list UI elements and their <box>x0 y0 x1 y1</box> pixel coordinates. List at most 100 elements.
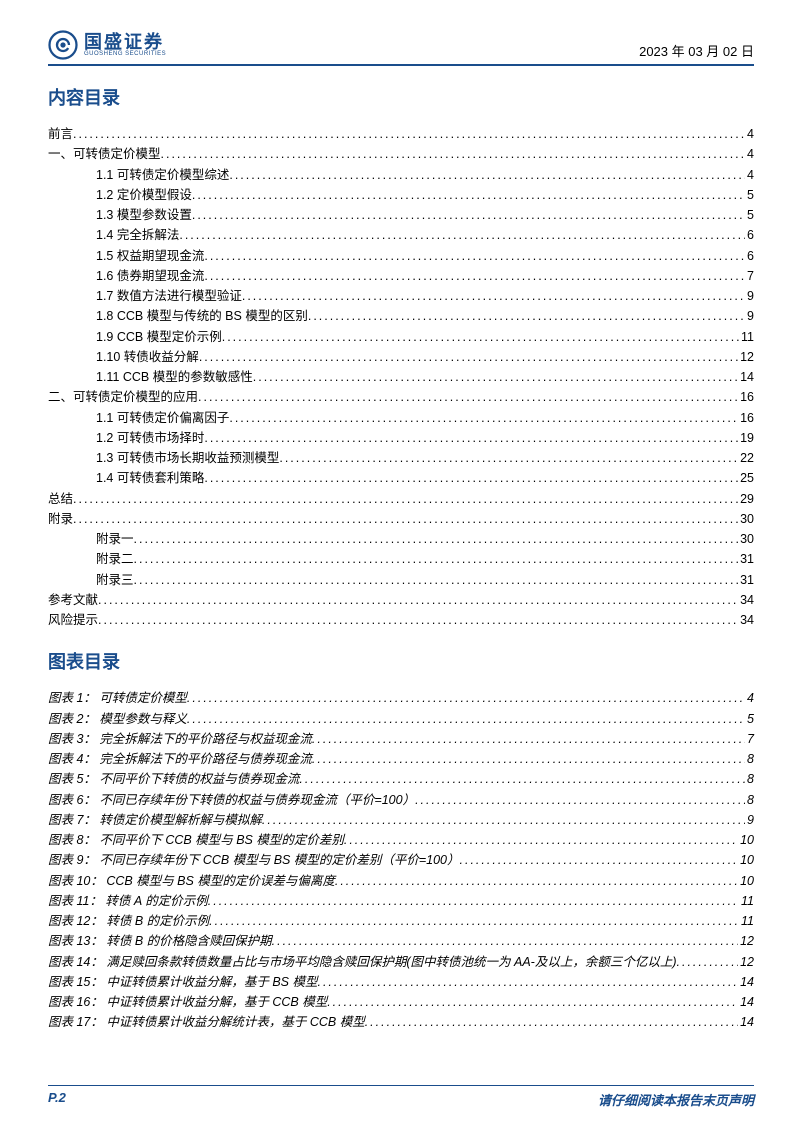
figure-entry: 图表 3： 完全拆解法下的平价路径与权益现金流7 <box>48 729 754 749</box>
figure-label: 图表 4： 完全拆解法下的平价路径与债券现金流 <box>48 749 312 769</box>
page-number: P.2 <box>48 1090 66 1109</box>
toc-page: 4 <box>745 165 754 185</box>
figure-leader-dots <box>344 830 738 850</box>
figure-entry: 图表 13： 转债 B 的价格隐含赎回保护期12 <box>48 931 754 951</box>
figure-entry: 图表 6： 不同已存续年份下转债的权益与债券现金流（平价=100）8 <box>48 790 754 810</box>
figure-page: 12 <box>738 952 754 972</box>
toc-entry: 1.6 债券期望现金流7 <box>48 266 754 286</box>
toc-label: 前言 <box>48 124 73 144</box>
toc-page: 16 <box>738 408 754 428</box>
toc-entry: 附录二 31 <box>48 549 754 569</box>
footer-disclaimer: 请仔细阅读本报告末页声明 <box>598 1090 754 1109</box>
toc-page: 16 <box>738 387 754 407</box>
figure-page: 14 <box>738 972 754 992</box>
figure-entry: 图表 8： 不同平价下 CCB 模型与 BS 模型的定价差别 10 <box>48 830 754 850</box>
toc-label: 1.7 数值方法进行模型验证 <box>96 286 242 306</box>
toc-leader-dots <box>253 367 738 387</box>
toc-label: 1.2 定价模型假设 <box>96 185 192 205</box>
figure-label: 图表 8： 不同平价下 CCB 模型与 BS 模型的定价差别 <box>48 830 344 850</box>
figure-entry: 图表 14： 满足赎回条款转债数量占比与市场平均隐含赎回保护期(图中转债池统一为… <box>48 952 754 972</box>
toc-label: 风险提示 <box>48 610 98 630</box>
logo-chinese: 国盛证券 <box>84 33 166 51</box>
toc-entry: 一、可转债定价模型 4 <box>48 144 754 164</box>
figure-page: 5 <box>745 709 754 729</box>
toc-entry: 1.7 数值方法进行模型验证9 <box>48 286 754 306</box>
toc-page: 4 <box>745 144 754 164</box>
toc-leader-dots <box>279 448 738 468</box>
toc-entry: 1.2 定价模型假设5 <box>48 185 754 205</box>
figure-leader-dots <box>312 729 745 749</box>
toc-leader-dots <box>192 185 745 205</box>
toc-label: 附录一 <box>96 529 134 549</box>
figure-leader-dots <box>187 688 745 708</box>
figure-leader-dots <box>299 769 745 789</box>
toc-entry: 1.4 完全拆解法6 <box>48 225 754 245</box>
toc-page: 19 <box>738 428 754 448</box>
toc-leader-dots <box>198 387 738 407</box>
logo-text: 国盛证券 GUOSHENG SECURITIES <box>84 33 166 57</box>
toc-label: 1.1 可转债定价偏离因子 <box>96 408 229 428</box>
toc-title: 内容目录 <box>48 84 754 110</box>
toc-entry: 附录三 31 <box>48 570 754 590</box>
figure-entry: 图表 2： 模型参数与释义 5 <box>48 709 754 729</box>
figure-leader-dots <box>272 931 738 951</box>
toc-page: 29 <box>738 489 754 509</box>
toc-leader-dots <box>229 165 745 185</box>
toc-page: 31 <box>738 549 754 569</box>
figure-page: 10 <box>738 871 754 891</box>
toc-entry: 1.3 模型参数设置 5 <box>48 205 754 225</box>
toc-entry: 1.1 可转债定价偏离因子 16 <box>48 408 754 428</box>
toc-page: 31 <box>738 570 754 590</box>
figure-label: 图表 2： 模型参数与释义 <box>48 709 187 729</box>
toc-label: 1.10 转债收益分解 <box>96 347 199 367</box>
logo-block: 国盛证券 GUOSHENG SECURITIES <box>48 30 166 60</box>
figure-label: 图表 13： 转债 B 的价格隐含赎回保护期 <box>48 931 272 951</box>
toc-leader-dots <box>134 570 739 590</box>
figure-leader-dots <box>317 972 738 992</box>
toc-label: 附录三 <box>96 570 134 590</box>
toc-page: 12 <box>738 347 754 367</box>
toc-entry: 参考文献34 <box>48 590 754 610</box>
toc-label: 附录二 <box>96 549 134 569</box>
toc-label: 参考文献 <box>48 590 98 610</box>
toc-leader-dots <box>73 509 738 529</box>
toc-page: 34 <box>738 610 754 630</box>
figure-label: 图表 9： 不同已存续年份下 CCB 模型与 BS 模型的定价差别（平价=100… <box>48 850 460 870</box>
figure-leader-dots <box>460 850 739 870</box>
toc-leader-dots <box>308 306 745 326</box>
toc-label: 1.8 CCB 模型与传统的 BS 模型的区别 <box>96 306 308 326</box>
toc-label: 总结 <box>48 489 73 509</box>
figure-label: 图表 3： 完全拆解法下的平价路径与权益现金流 <box>48 729 312 749</box>
figure-page: 8 <box>745 769 754 789</box>
toc-label: 1.3 模型参数设置 <box>96 205 192 225</box>
figure-leader-dots <box>365 1012 738 1032</box>
toc-label: 1.4 完全拆解法 <box>96 225 179 245</box>
toc-page: 14 <box>738 367 754 387</box>
figure-entry: 图表 4： 完全拆解法下的平价路径与债券现金流8 <box>48 749 754 769</box>
toc-leader-dots <box>98 590 738 610</box>
figure-label: 图表 12： 转债 B 的定价示例 <box>48 911 209 931</box>
figure-leader-dots <box>209 911 739 931</box>
figure-entry: 图表 7： 转债定价模型解析解与模拟解9 <box>48 810 754 830</box>
toc-entry: 附录30 <box>48 509 754 529</box>
toc-entry: 1.8 CCB 模型与传统的 BS 模型的区别 9 <box>48 306 754 326</box>
figure-page: 8 <box>745 790 754 810</box>
figure-entry: 图表 5： 不同平价下转债的权益与债券现金流8 <box>48 769 754 789</box>
figure-leader-dots <box>187 709 745 729</box>
toc-leader-dots <box>73 489 738 509</box>
toc-leader-dots <box>242 286 745 306</box>
figure-label: 图表 15： 中证转债累计收益分解，基于 BS 模型 <box>48 972 317 992</box>
figure-entry: 图表 1： 可转债定价模型4 <box>48 688 754 708</box>
toc-label: 一、可转债定价模型 <box>48 144 161 164</box>
toc-label: 附录 <box>48 509 73 529</box>
figure-page: 10 <box>738 830 754 850</box>
page-footer: P.2 请仔细阅读本报告末页声明 <box>48 1085 754 1109</box>
toc-page: 9 <box>745 306 754 326</box>
figure-leader-dots <box>677 952 739 972</box>
report-date: 2023 年 03 月 02 日 <box>639 41 754 60</box>
toc-entry: 1.1 可转债定价模型综述4 <box>48 165 754 185</box>
toc-label: 1.11 CCB 模型的参数敏感性 <box>96 367 253 387</box>
toc-page: 5 <box>745 205 754 225</box>
toc-page: 30 <box>738 529 754 549</box>
toc-page: 25 <box>738 468 754 488</box>
